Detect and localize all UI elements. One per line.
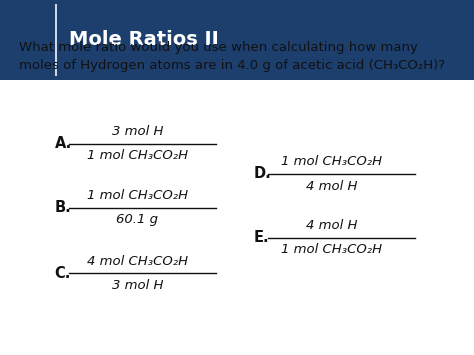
Text: moles of Hydrogen atoms are in 4.0 g of acetic acid (CH₃CO₂H)?: moles of Hydrogen atoms are in 4.0 g of … bbox=[19, 59, 445, 72]
Text: 3 mol H: 3 mol H bbox=[112, 279, 163, 292]
Text: 1 mol CH₃CO₂H: 1 mol CH₃CO₂H bbox=[281, 244, 383, 256]
Text: 1 mol CH₃CO₂H: 1 mol CH₃CO₂H bbox=[281, 155, 383, 168]
Text: E.: E. bbox=[254, 230, 269, 245]
Text: D.: D. bbox=[254, 166, 271, 181]
Text: 4 mol H: 4 mol H bbox=[306, 219, 357, 232]
FancyBboxPatch shape bbox=[0, 0, 474, 80]
Text: 4 mol CH₃CO₂H: 4 mol CH₃CO₂H bbox=[87, 255, 188, 268]
Text: What mole ratio would you use when calculating how many: What mole ratio would you use when calcu… bbox=[19, 42, 418, 54]
Text: 1 mol CH₃CO₂H: 1 mol CH₃CO₂H bbox=[87, 149, 188, 162]
Text: Mole Ratios II: Mole Ratios II bbox=[69, 31, 219, 49]
Text: C.: C. bbox=[55, 266, 71, 281]
FancyBboxPatch shape bbox=[0, 80, 474, 355]
Text: 4 mol H: 4 mol H bbox=[306, 180, 357, 192]
FancyBboxPatch shape bbox=[55, 4, 57, 76]
Text: A.: A. bbox=[55, 136, 72, 151]
Text: B.: B. bbox=[55, 200, 71, 215]
Text: 1 mol CH₃CO₂H: 1 mol CH₃CO₂H bbox=[87, 189, 188, 202]
Text: 60.1 g: 60.1 g bbox=[117, 213, 158, 226]
Text: 3 mol H: 3 mol H bbox=[112, 125, 163, 138]
